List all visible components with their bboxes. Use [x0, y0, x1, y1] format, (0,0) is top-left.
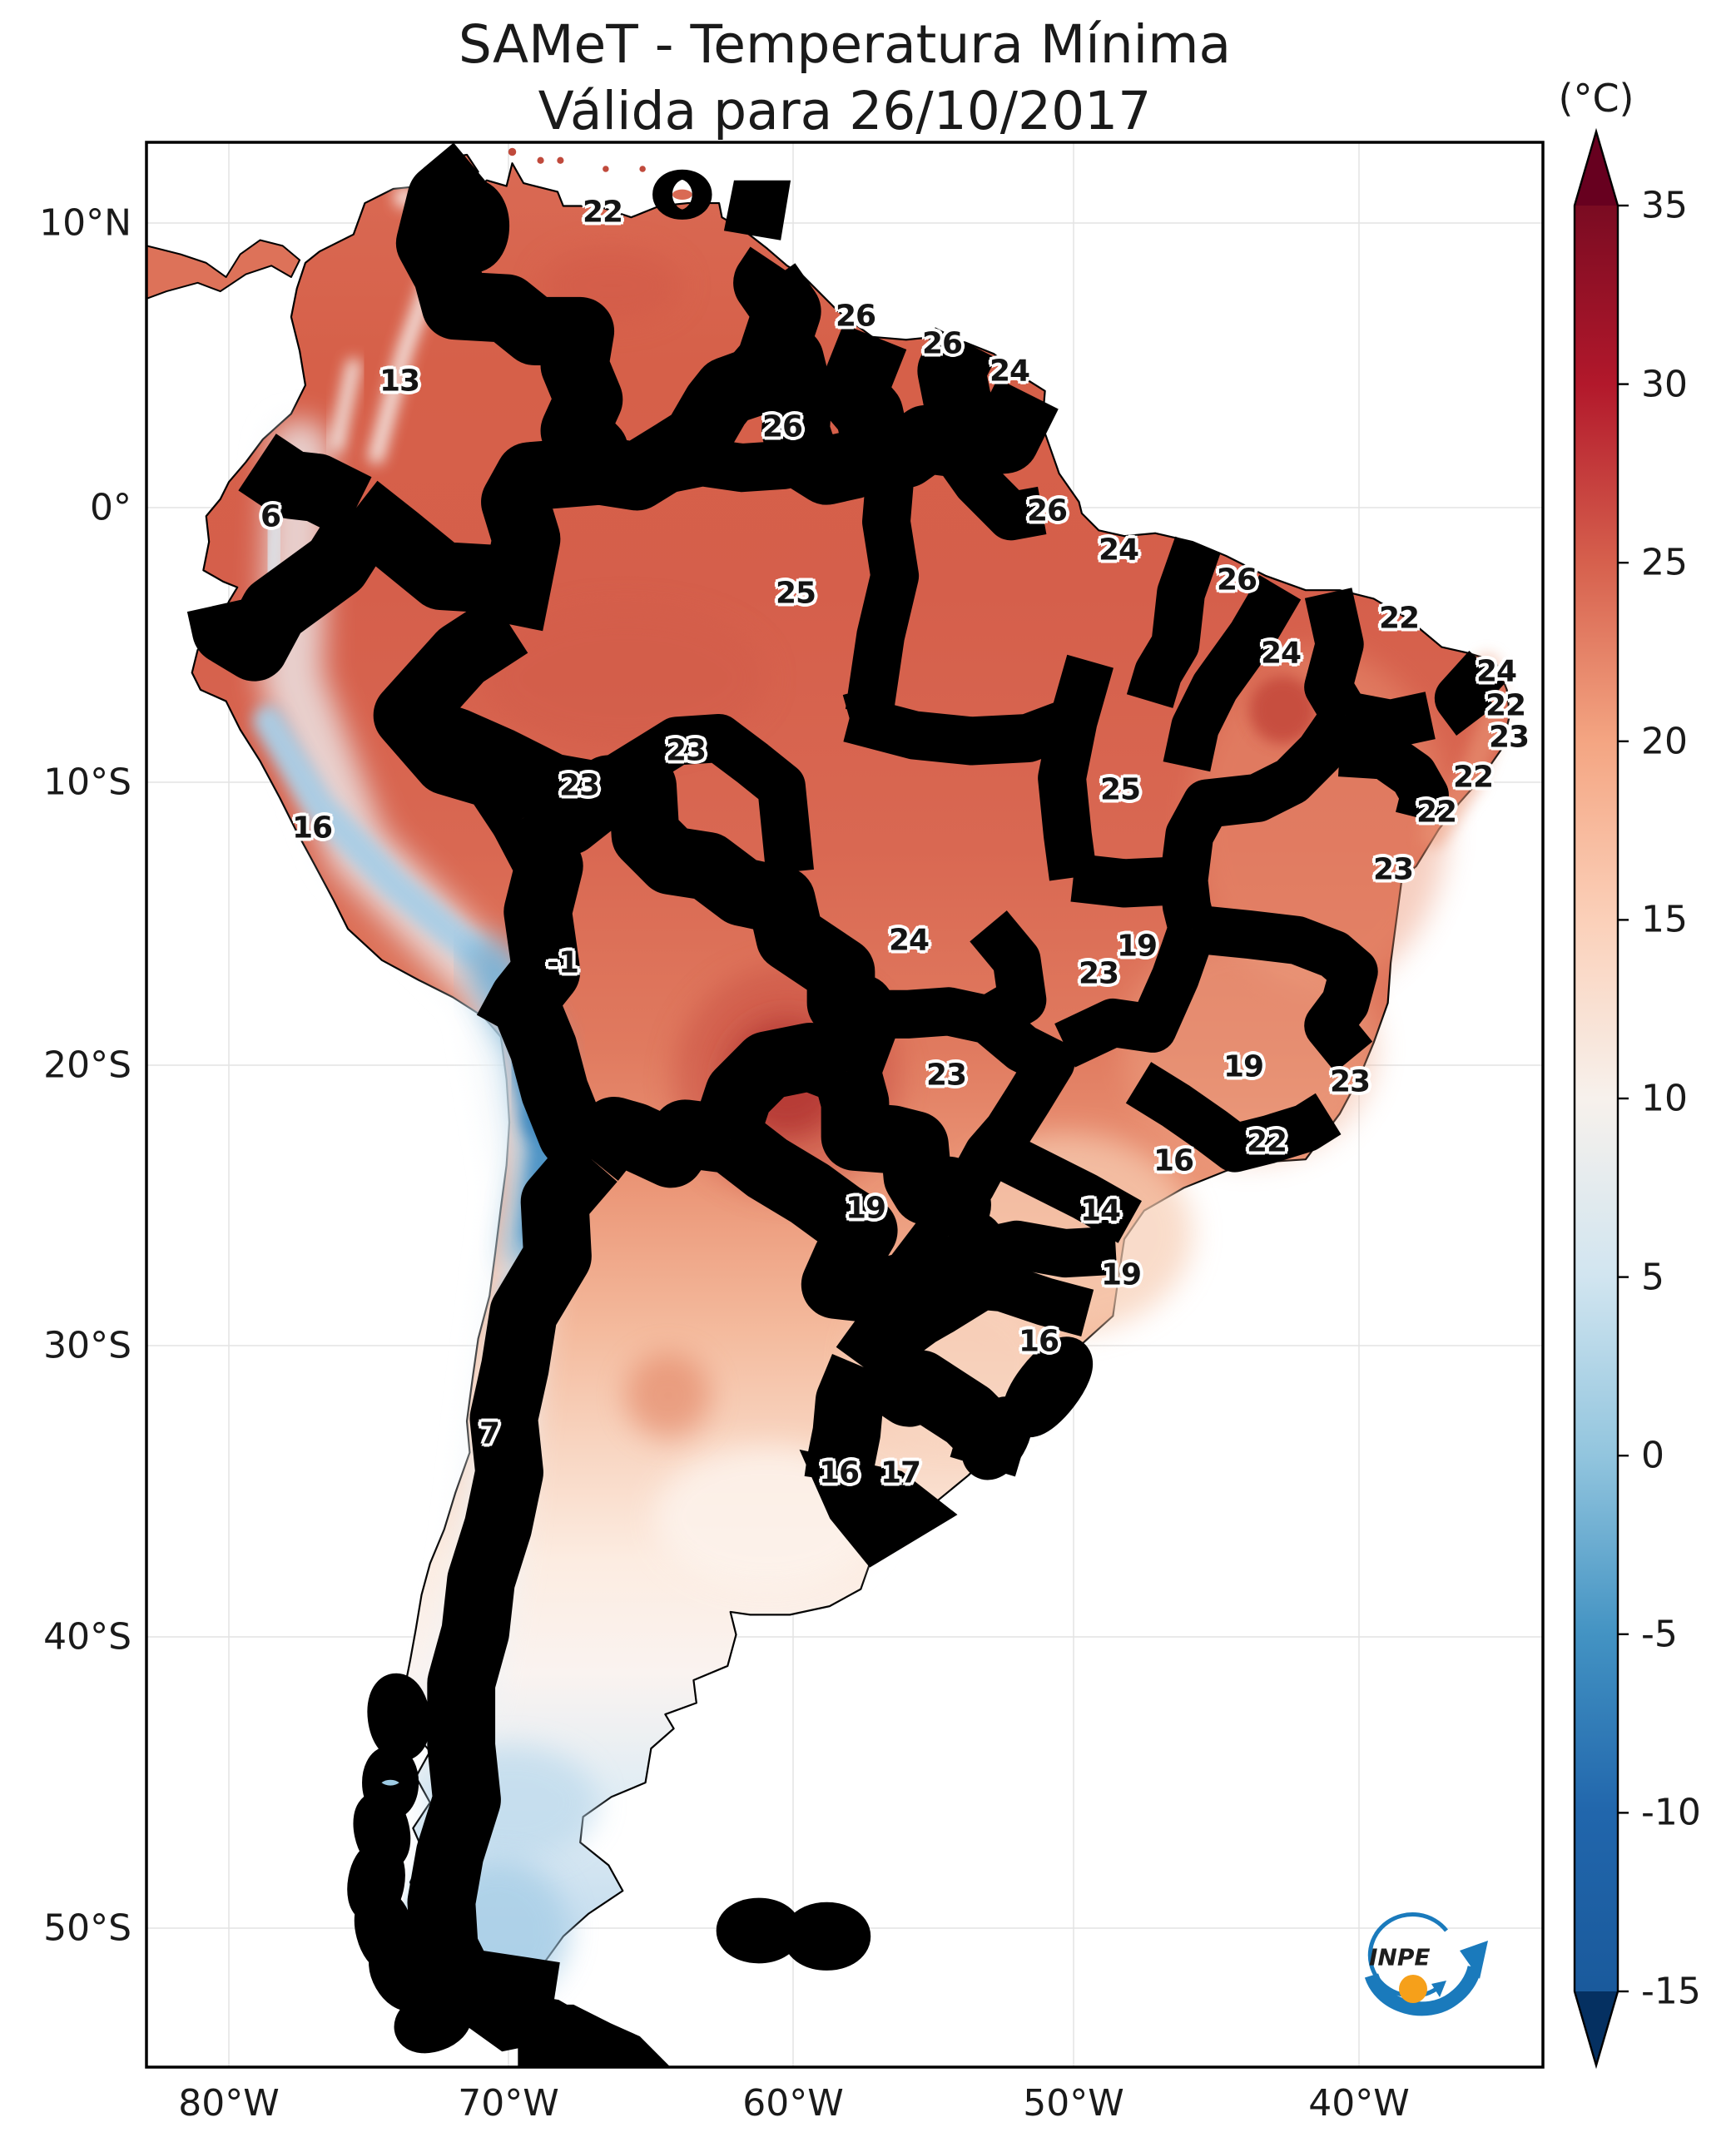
temp-label: 26: [761, 409, 803, 444]
temp-label: 23: [1372, 852, 1414, 887]
colorbar: [1573, 127, 1629, 2070]
temp-label: 22: [1246, 1124, 1287, 1159]
temp-label: 14: [1079, 1193, 1121, 1228]
temp-label: 6: [260, 499, 281, 534]
colorbar-unit-label: (°C): [1558, 76, 1634, 121]
temp-label: 24: [1098, 533, 1139, 568]
colorbar-tick-label: 35: [1641, 184, 1688, 227]
south-america-map: [146, 147, 1510, 2067]
y-tick-label: 10°N: [39, 201, 131, 245]
temp-label: 16: [291, 811, 333, 845]
temp-label: 22: [582, 195, 623, 230]
temp-label: 26: [921, 326, 963, 361]
colorbar-tick-label: -10: [1641, 1791, 1701, 1834]
y-tick-label: 10°S: [43, 761, 131, 804]
temp-label: 23: [1488, 720, 1530, 755]
temp-label: 22: [1485, 688, 1526, 723]
y-tick-label: 30°S: [43, 1324, 131, 1367]
title-line-2: Válida para 26/10/2017: [538, 81, 1152, 141]
temp-label: 26: [835, 299, 876, 334]
title-line-1: SAMeT - Temperatura Mínima: [458, 14, 1232, 75]
x-tick-label: 70°W: [458, 2082, 559, 2125]
temp-label: 23: [925, 1058, 967, 1093]
temp-label: 13: [379, 364, 420, 399]
inpe-logo: [1364, 1912, 1488, 2016]
colorbar-tick-label: 10: [1641, 1077, 1688, 1120]
temp-label: 22: [1416, 795, 1457, 830]
temp-label: 16: [1153, 1143, 1194, 1178]
temp-label: 25: [1099, 772, 1141, 807]
x-tick-label: 60°W: [742, 2082, 844, 2125]
x-tick-label: 40°W: [1308, 2082, 1410, 2125]
colorbar-tick-label: 0: [1641, 1434, 1664, 1477]
temp-label: 26: [1026, 493, 1068, 528]
colorbar-tick-label: -5: [1641, 1613, 1678, 1656]
temp-label: 16: [818, 1455, 860, 1490]
inpe-logo-text: INPE: [1369, 1943, 1431, 1971]
colorbar-tick-label: 5: [1641, 1256, 1664, 1299]
colorbar-tick-label: 20: [1641, 720, 1688, 763]
plot-frame: [145, 141, 1545, 2069]
y-tick-label: 40°S: [43, 1615, 131, 1659]
temp-label: 17: [880, 1455, 921, 1490]
temp-label: 24: [1260, 636, 1302, 671]
temp-label: 19: [1100, 1257, 1142, 1292]
temp-label: 23: [558, 768, 600, 803]
y-tick-label: 50°S: [43, 1907, 131, 1950]
temp-label: 7: [479, 1416, 500, 1451]
y-tick-label: 0°: [90, 486, 131, 529]
temp-label: 19: [1116, 929, 1158, 964]
temp-label: 25: [775, 576, 816, 611]
colorbar-tick-label: 30: [1641, 363, 1688, 406]
x-tick-label: 80°W: [178, 2082, 280, 2125]
temp-label: 26: [1216, 563, 1257, 598]
temp-label: 16: [1018, 1324, 1059, 1359]
temp-label: 23: [665, 733, 707, 768]
temp-label: 22: [1378, 601, 1420, 636]
temp-label: 24: [989, 354, 1030, 389]
temp-label: 23: [1078, 956, 1119, 991]
colorbar-tick-label: 15: [1641, 898, 1688, 941]
temp-label: 19: [1223, 1049, 1264, 1084]
islands: [347, 147, 871, 2067]
temp-label: 22: [1452, 760, 1494, 795]
x-tick-label: 50°W: [1023, 2082, 1124, 2125]
temp-label: 24: [888, 923, 930, 958]
figure-title: SAMeT - Temperatura Mínima Válida para 2…: [459, 12, 1231, 145]
temp-label: 24: [1476, 654, 1517, 689]
panama-isthmus: [146, 240, 300, 303]
y-tick-label: 20°S: [43, 1044, 131, 1087]
temp-label: 19: [845, 1191, 886, 1226]
colorbar-tick-label: -15: [1641, 1970, 1701, 2013]
colorbar-tick-label: 25: [1641, 541, 1688, 584]
temp-label: 23: [1329, 1064, 1371, 1099]
colorbar-tickmarks: [1618, 204, 1629, 1993]
state-borders: [399, 428, 1505, 1336]
temp-label: -1: [547, 945, 579, 980]
